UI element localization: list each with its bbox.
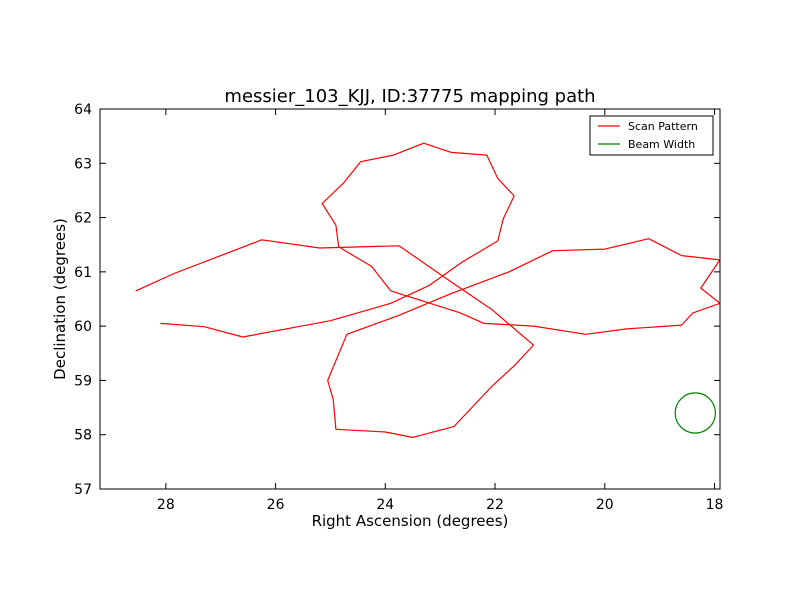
x-tick-label: 22 [486, 497, 504, 513]
beam-width-circle [674, 392, 717, 434]
y-tick-label: 61 [74, 265, 92, 281]
x-tick-label: 26 [267, 497, 285, 513]
axis-ticks: 28 26 24 22 20 18 57 58 59 60 61 62 63 64 [74, 102, 723, 513]
legend-label-beam-width: Beam Width [628, 138, 695, 151]
y-tick-label: 58 [74, 428, 92, 444]
legend: Scan Pattern Beam Width [589, 115, 714, 156]
y-tick-label: 59 [74, 373, 92, 389]
y-tick-label: 64 [74, 102, 92, 118]
legend-box [589, 115, 714, 156]
x-tick-label: 28 [157, 497, 175, 513]
axes-frame [99, 108, 721, 490]
chart-title: messier_103_KJJ, ID:37775 mapping path [224, 86, 595, 107]
x-tick-label: 20 [596, 497, 614, 513]
x-axis-label: Right Ascension (degrees) [312, 512, 509, 530]
scan-pattern-line [135, 142, 720, 438]
x-tick-label: 18 [706, 497, 724, 513]
y-axis-label: Declination (degrees) [51, 218, 69, 380]
y-tick-label: 60 [74, 319, 92, 335]
y-tick-label: 57 [74, 482, 92, 498]
x-tick-label: 24 [376, 497, 394, 513]
y-tick-label: 63 [74, 156, 92, 172]
plot-area [135, 142, 720, 438]
y-tick-label: 62 [74, 211, 92, 227]
legend-label-scan-pattern: Scan Pattern [628, 120, 698, 133]
